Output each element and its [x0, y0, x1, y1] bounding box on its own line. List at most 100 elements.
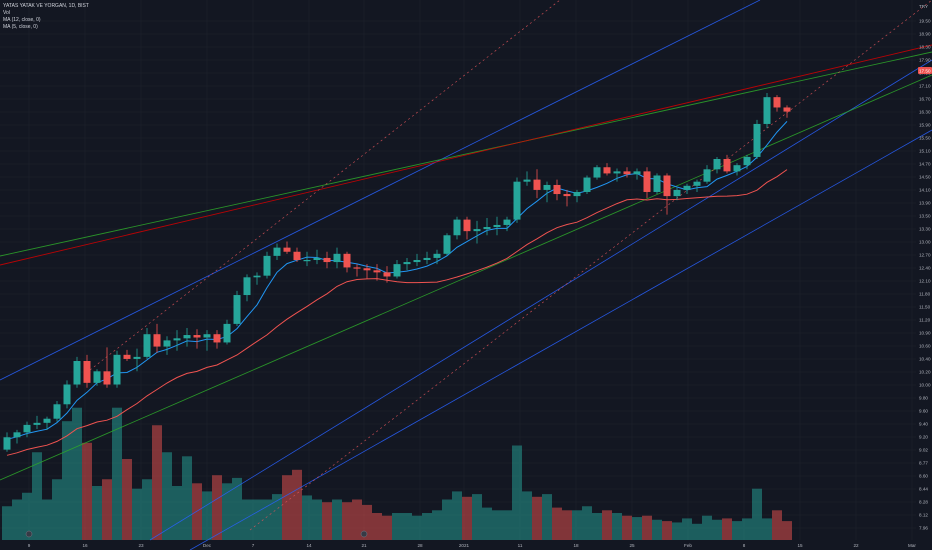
volume-bar	[762, 518, 772, 540]
price-tick-label: 15.10	[919, 149, 931, 154]
candle-body	[393, 264, 401, 277]
candle-body	[273, 247, 281, 256]
symbol-title[interactable]: YATAS YATAK VE YORGAN, 1D, BIST	[3, 3, 89, 9]
volume-bar	[632, 517, 642, 540]
candle-body	[173, 338, 181, 341]
volume-bar	[452, 491, 462, 540]
volume-bar	[282, 475, 292, 540]
price-tick-label: 10.00	[919, 383, 931, 388]
volume-bar	[522, 491, 532, 540]
time-tick-label: 9	[28, 543, 31, 548]
volume-bar	[212, 475, 222, 540]
candle-body	[103, 371, 111, 385]
candle-body	[763, 97, 771, 124]
candle-body	[33, 422, 41, 425]
price-tick-label: 13.30	[919, 227, 931, 232]
volume-bar	[602, 510, 612, 540]
volume-bar	[582, 506, 592, 540]
trend-line	[0, 44, 932, 266]
candle-body	[433, 253, 441, 258]
volume-bar	[692, 523, 702, 540]
candle-body	[783, 107, 791, 112]
price-tick-label: 13.50	[919, 214, 931, 219]
volume-bar	[292, 469, 302, 540]
price-tick-label: 14.70	[919, 162, 931, 167]
candle-body	[3, 437, 11, 450]
volume-bar	[22, 492, 32, 540]
candle-body	[443, 235, 451, 254]
price-axis[interactable]: 7.96 8.12 8.28 8.44 8.60 8.77 9.02 9.20 9.40 9.60…	[919, 4, 931, 531]
volume-bar	[502, 510, 512, 540]
candle-body	[583, 177, 591, 192]
price-tick-label: 15.50	[919, 136, 931, 141]
candle-body	[303, 260, 311, 262]
legend-ma12[interactable]: MA (12, close, 0)	[3, 17, 41, 23]
candle-body	[753, 123, 761, 157]
volume-bars	[2, 407, 792, 540]
price-tick-label: 9.20	[919, 435, 928, 440]
price-tick-label: 13.00	[919, 240, 931, 245]
candle-body	[63, 384, 71, 405]
volume-bar	[272, 494, 282, 540]
price-tick-label: 13.90	[919, 201, 931, 206]
price-tick-label: 8.12	[919, 513, 928, 518]
time-tick-label: 28	[417, 543, 423, 548]
candle-body	[213, 334, 221, 343]
price-tick-label: 12.40	[919, 266, 931, 271]
candle-body	[223, 323, 231, 343]
volume-bar	[352, 499, 362, 540]
candle-body	[313, 257, 321, 260]
legend-ma5[interactable]: MA (5, close, 0)	[3, 24, 38, 30]
price-tick-label: 15.90	[919, 123, 931, 128]
volume-bar	[72, 407, 82, 540]
price-tick-label: 9.60	[919, 409, 928, 414]
candle-body	[343, 253, 351, 268]
candle-body	[683, 185, 691, 190]
candle-body	[153, 334, 161, 347]
time-tick-label: 2021	[459, 543, 470, 548]
volume-bar	[32, 452, 42, 540]
time-tick-label: 15	[797, 543, 803, 548]
candle-body	[133, 356, 141, 359]
volume-bar	[482, 507, 492, 540]
candle-body	[473, 229, 481, 232]
candle-body	[493, 224, 501, 228]
candle-body	[83, 361, 91, 383]
candle-body	[113, 354, 121, 385]
candle-body	[663, 175, 671, 197]
time-tick-label: 16	[82, 543, 88, 548]
time-axis[interactable]: 9 16 23 Dec 7 14 21 28 2021 11 18 25 Feb 8 15 22 Mar	[28, 543, 917, 548]
candle-body	[123, 354, 131, 359]
volume-bar	[42, 499, 52, 540]
candle-body	[693, 181, 701, 186]
candle-body	[323, 257, 331, 263]
candle-body	[653, 175, 661, 192]
volume-bar	[752, 488, 762, 540]
price-tick-label: 18.90	[919, 32, 931, 37]
price-tick-label: 10.40	[919, 357, 931, 362]
candle-body	[373, 270, 381, 273]
candle-body	[603, 167, 611, 174]
candle-body	[143, 334, 151, 357]
volume-bar	[132, 488, 142, 540]
volume-bar	[402, 513, 412, 540]
time-tick-label: 7	[252, 543, 255, 548]
volume-bar	[82, 442, 92, 540]
price-tick-label: 12.10	[919, 279, 931, 284]
candle-body	[633, 171, 641, 175]
legend-vol[interactable]: Vol	[3, 10, 10, 16]
candle-body	[453, 219, 461, 236]
price-tick-label: 10.90	[919, 331, 931, 336]
candle-body	[553, 184, 561, 195]
price-tick-label: 8.77	[919, 461, 928, 466]
volume-bar	[232, 477, 242, 540]
volume-bar	[382, 515, 392, 540]
volume-bar	[372, 513, 382, 540]
price-tick-label: 9.40	[919, 422, 928, 427]
volume-bar	[62, 421, 72, 540]
candle-body	[703, 169, 711, 182]
candle-body	[523, 179, 531, 182]
volume-bar	[192, 483, 202, 540]
time-tick-label: 23	[138, 543, 144, 548]
